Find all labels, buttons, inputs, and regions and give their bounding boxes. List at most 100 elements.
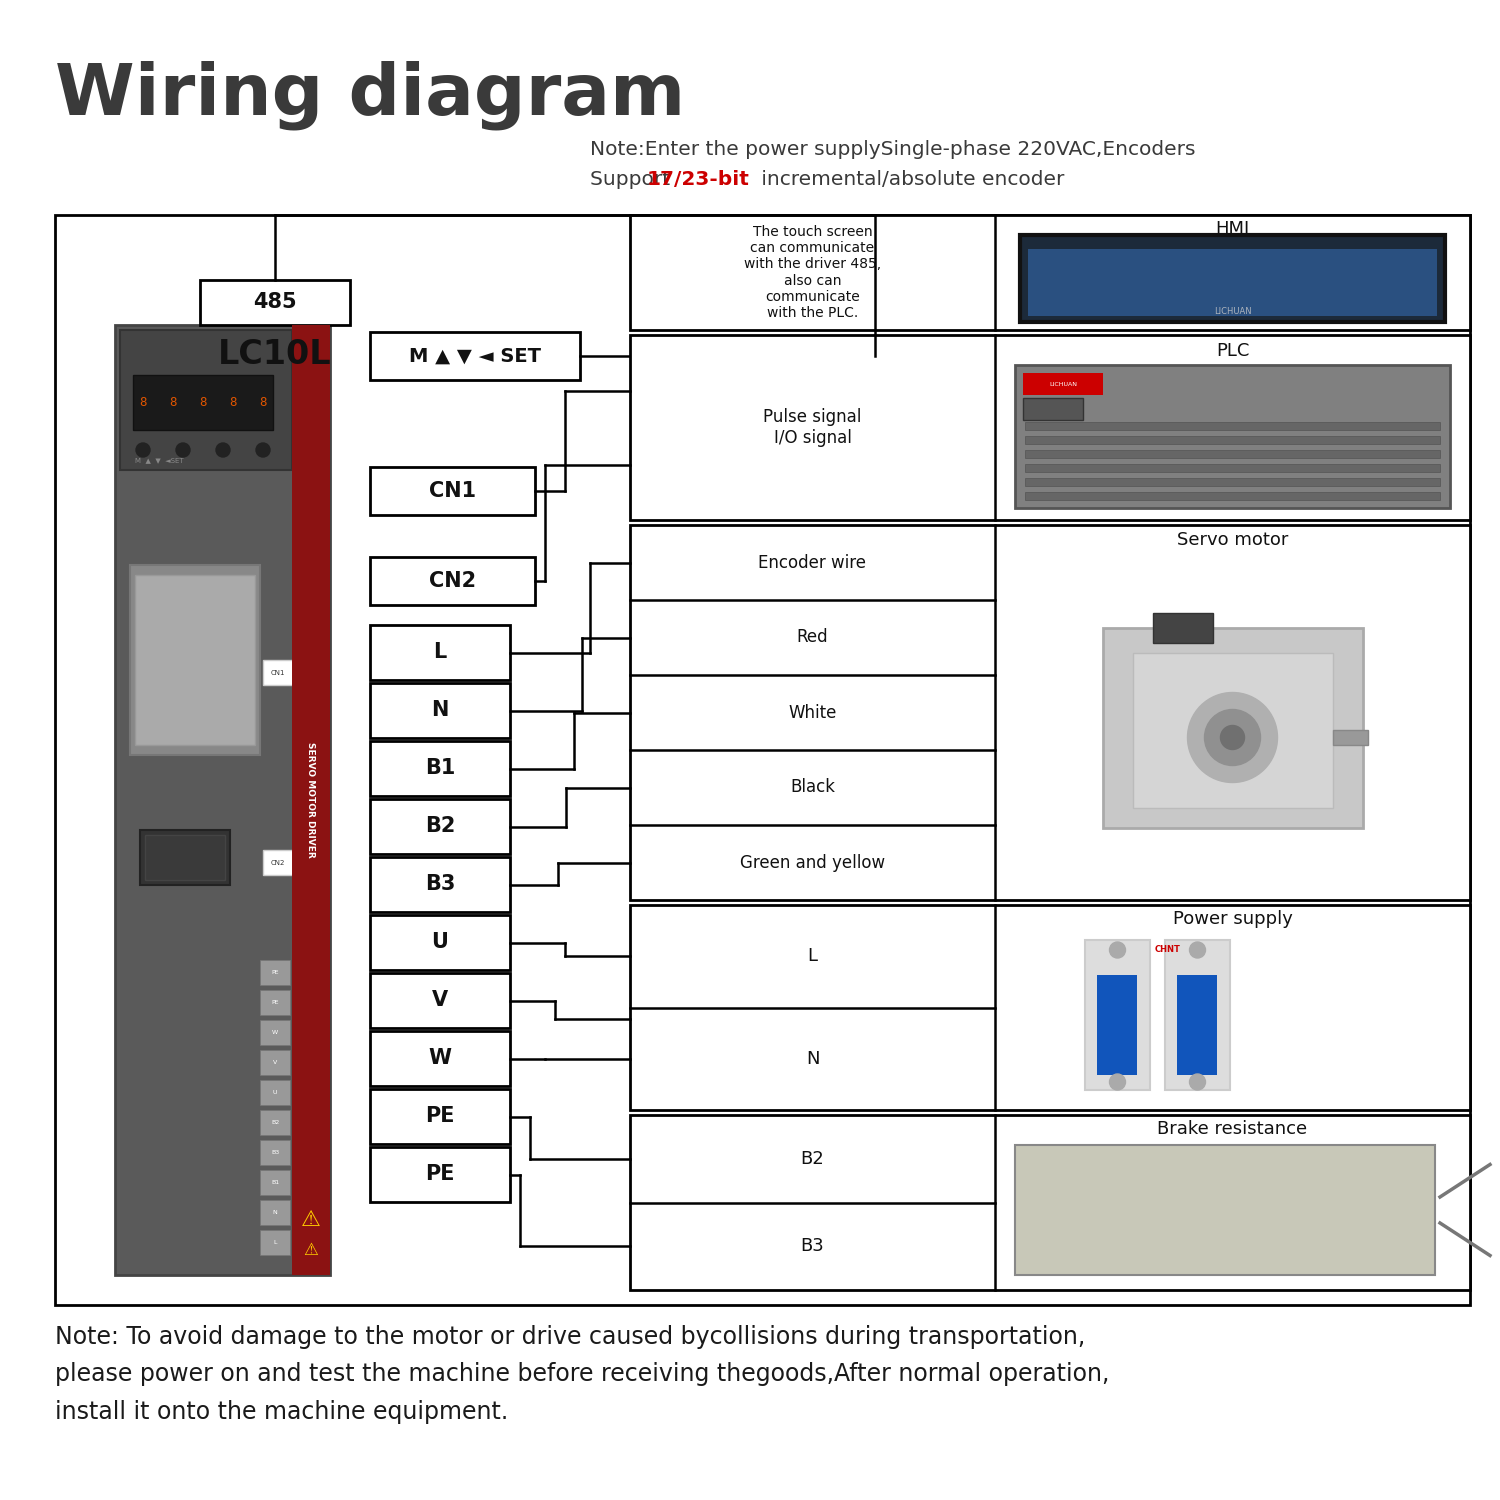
- Bar: [260, 990, 290, 1016]
- Bar: [1152, 612, 1212, 642]
- Bar: [630, 1114, 1470, 1290]
- Bar: [1166, 940, 1230, 1090]
- Bar: [370, 332, 580, 380]
- Text: LICHUAN: LICHUAN: [1214, 308, 1251, 316]
- Bar: [1024, 492, 1440, 500]
- Bar: [1020, 236, 1444, 322]
- Text: 8: 8: [200, 396, 207, 410]
- Text: White: White: [789, 704, 837, 722]
- Bar: [370, 856, 510, 912]
- Bar: [1024, 450, 1440, 458]
- Bar: [260, 1050, 290, 1076]
- Bar: [1102, 627, 1362, 828]
- Text: 8: 8: [230, 396, 237, 410]
- Text: CN2: CN2: [429, 572, 476, 591]
- Circle shape: [1190, 942, 1206, 958]
- Bar: [630, 525, 1470, 900]
- Circle shape: [1188, 693, 1278, 783]
- Circle shape: [216, 442, 229, 458]
- Text: M  ▲  ▼  ◄SET: M ▲ ▼ ◄SET: [135, 458, 183, 464]
- Bar: [1024, 436, 1440, 444]
- Text: B2: B2: [801, 1149, 825, 1167]
- Bar: [135, 574, 255, 746]
- Circle shape: [1204, 710, 1260, 765]
- Text: CN1: CN1: [270, 670, 285, 676]
- Text: U: U: [273, 1090, 278, 1095]
- Bar: [1023, 398, 1083, 420]
- Text: W: W: [272, 1030, 278, 1035]
- Bar: [370, 915, 510, 970]
- Bar: [116, 326, 330, 1275]
- Text: CHNT: CHNT: [1155, 945, 1180, 954]
- Bar: [1016, 1144, 1436, 1275]
- Circle shape: [176, 442, 190, 458]
- Text: Green and yellow: Green and yellow: [740, 853, 885, 871]
- Text: 8: 8: [170, 396, 177, 410]
- Text: Encoder wire: Encoder wire: [759, 554, 867, 572]
- Text: The touch screen
can communicate
with the driver 485,
also can
communicate
with : The touch screen can communicate with th…: [744, 225, 880, 320]
- Text: incremental/absolute encoder: incremental/absolute encoder: [754, 170, 1065, 189]
- Text: Note:Enter the power supplySingle-phase 220VAC,Encoders: Note:Enter the power supplySingle-phase …: [590, 140, 1196, 159]
- Circle shape: [1190, 1074, 1206, 1090]
- Bar: [370, 741, 510, 796]
- Bar: [130, 566, 260, 754]
- Text: Power supply: Power supply: [1173, 910, 1293, 928]
- Text: Wiring diagram: Wiring diagram: [56, 60, 686, 129]
- Bar: [146, 836, 225, 880]
- Text: B3: B3: [272, 1150, 279, 1155]
- Bar: [260, 1110, 290, 1136]
- Bar: [260, 1200, 290, 1225]
- Circle shape: [256, 442, 270, 458]
- Bar: [1028, 249, 1437, 316]
- Bar: [1084, 940, 1150, 1090]
- Bar: [370, 682, 510, 738]
- Text: W: W: [429, 1048, 451, 1068]
- Bar: [200, 280, 350, 326]
- Bar: [1178, 975, 1216, 1076]
- Bar: [370, 974, 510, 1028]
- Bar: [1023, 374, 1102, 394]
- Bar: [370, 1148, 510, 1202]
- Bar: [370, 556, 536, 604]
- Bar: [1024, 478, 1440, 486]
- Text: Note: To avoid damage to the motor or drive caused bycollisions during transport: Note: To avoid damage to the motor or dr…: [56, 1324, 1110, 1424]
- Text: N: N: [273, 1210, 278, 1215]
- Bar: [370, 800, 510, 853]
- Text: Brake resistance: Brake resistance: [1158, 1120, 1308, 1138]
- Text: Support: Support: [590, 170, 676, 189]
- Text: HMI: HMI: [1215, 220, 1249, 238]
- Text: N: N: [432, 700, 448, 720]
- Text: B2: B2: [424, 816, 454, 837]
- Bar: [1024, 464, 1440, 472]
- Text: N: N: [806, 1050, 819, 1068]
- Bar: [370, 1030, 510, 1086]
- Circle shape: [1110, 942, 1125, 958]
- Text: LICHUAN: LICHUAN: [1048, 381, 1077, 387]
- Bar: [630, 904, 1470, 1110]
- Text: SERVO MOTOR DRIVER: SERVO MOTOR DRIVER: [306, 742, 315, 858]
- Text: LC10L: LC10L: [217, 339, 332, 372]
- Bar: [120, 330, 292, 470]
- Text: ⚠: ⚠: [303, 1240, 318, 1258]
- Bar: [370, 1089, 510, 1144]
- Bar: [56, 214, 1470, 1305]
- Text: ⚠: ⚠: [302, 1210, 321, 1230]
- Text: PE: PE: [426, 1164, 454, 1185]
- Text: CN2: CN2: [272, 859, 285, 865]
- Text: PE: PE: [272, 970, 279, 975]
- Bar: [140, 830, 230, 885]
- Bar: [260, 1140, 290, 1166]
- Text: V: V: [432, 990, 448, 1011]
- Text: B3: B3: [424, 874, 454, 894]
- Text: L: L: [433, 642, 447, 663]
- Bar: [134, 375, 273, 430]
- Bar: [370, 626, 510, 680]
- Text: Black: Black: [790, 778, 836, 796]
- Text: 8: 8: [140, 396, 147, 410]
- Text: 485: 485: [254, 292, 297, 312]
- Bar: [630, 214, 1470, 330]
- Text: Red: Red: [796, 628, 828, 646]
- Bar: [260, 1080, 290, 1106]
- Text: M ▲ ▼ ◄ SET: M ▲ ▼ ◄ SET: [410, 346, 542, 366]
- Text: PE: PE: [272, 1000, 279, 1005]
